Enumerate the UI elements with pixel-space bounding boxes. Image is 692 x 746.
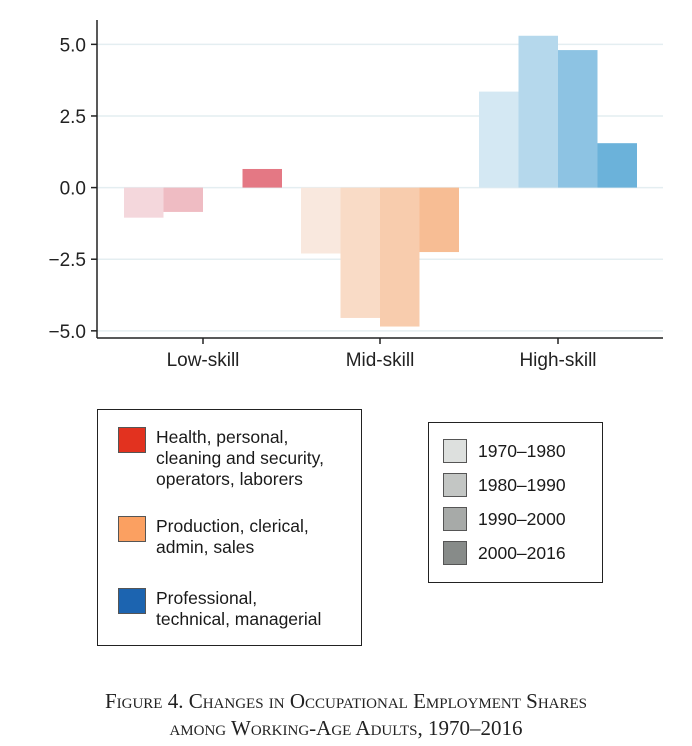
legend-label-period: 2000–2016 bbox=[478, 543, 566, 563]
y-tick-label: 0.0 bbox=[60, 179, 86, 200]
x-tick-label: Mid-skill bbox=[346, 350, 415, 371]
legend-swatch-orange bbox=[118, 516, 146, 542]
legend-item-low-skill: Health, personal, cleaning and security,… bbox=[118, 427, 324, 490]
legend-label-high-skill: Professional, technical, managerial bbox=[156, 588, 322, 629]
occupation-group-legend: Health, personal, cleaning and security,… bbox=[97, 409, 362, 646]
bar bbox=[301, 187, 341, 254]
legend-item-high-skill: Professional, technical, managerial bbox=[118, 588, 321, 630]
bar bbox=[163, 187, 203, 212]
bar bbox=[479, 91, 519, 188]
y-tick-label: −2.5 bbox=[48, 250, 86, 271]
y-tick-label: 5.0 bbox=[60, 35, 86, 56]
legend-label-mid-skill: Production, clerical, admin, sales bbox=[156, 516, 309, 557]
legend-item-period: 1990–2000 bbox=[443, 507, 566, 531]
legend-item-mid-skill: Production, clerical, admin, sales bbox=[118, 516, 309, 558]
legend-label-period: 1990–2000 bbox=[478, 509, 566, 529]
legend-label-period: 1980–1990 bbox=[478, 475, 566, 495]
legend-swatch-blue bbox=[118, 588, 146, 614]
period-legend: 1970–1980 1980–1990 1990–2000 2000–2016 bbox=[428, 422, 603, 583]
bar bbox=[242, 168, 282, 188]
legend-item-period: 1970–1980 bbox=[443, 439, 566, 463]
figure-caption: Figure 4. Changes in Occupational Employ… bbox=[0, 688, 692, 742]
y-tick-label: 2.5 bbox=[60, 107, 86, 128]
legend-swatch-period bbox=[443, 507, 467, 531]
legend-swatch-period bbox=[443, 473, 467, 497]
bar bbox=[419, 187, 459, 253]
y-tick-label: −5.0 bbox=[48, 322, 86, 343]
legend-item-period: 1980–1990 bbox=[443, 473, 566, 497]
legend-swatch-period bbox=[443, 541, 467, 565]
bar bbox=[518, 35, 558, 188]
x-tick-label: Low-skill bbox=[167, 350, 240, 371]
bar bbox=[597, 143, 637, 188]
legend-label-period: 1970–1980 bbox=[478, 441, 566, 461]
legend-label-low-skill: Health, personal, cleaning and security,… bbox=[156, 427, 324, 489]
legend-swatch-period bbox=[443, 439, 467, 463]
bar-chart: 5.0 2.5 0.0 −2.5 −5.0 Low-skill Mid-skill High-… bbox=[48, 20, 663, 371]
bar bbox=[380, 187, 420, 327]
bar bbox=[558, 50, 598, 188]
caption-line-2: among Working-Age Adults, 1970–2016 bbox=[169, 716, 523, 740]
caption-line-1: Figure 4. Changes in Occupational Employ… bbox=[104, 689, 588, 713]
legend-swatch-red bbox=[118, 427, 146, 453]
x-tick-label: High-skill bbox=[519, 350, 596, 371]
bar bbox=[340, 187, 380, 318]
bar bbox=[124, 187, 164, 218]
legend-item-period: 2000–2016 bbox=[443, 541, 566, 565]
